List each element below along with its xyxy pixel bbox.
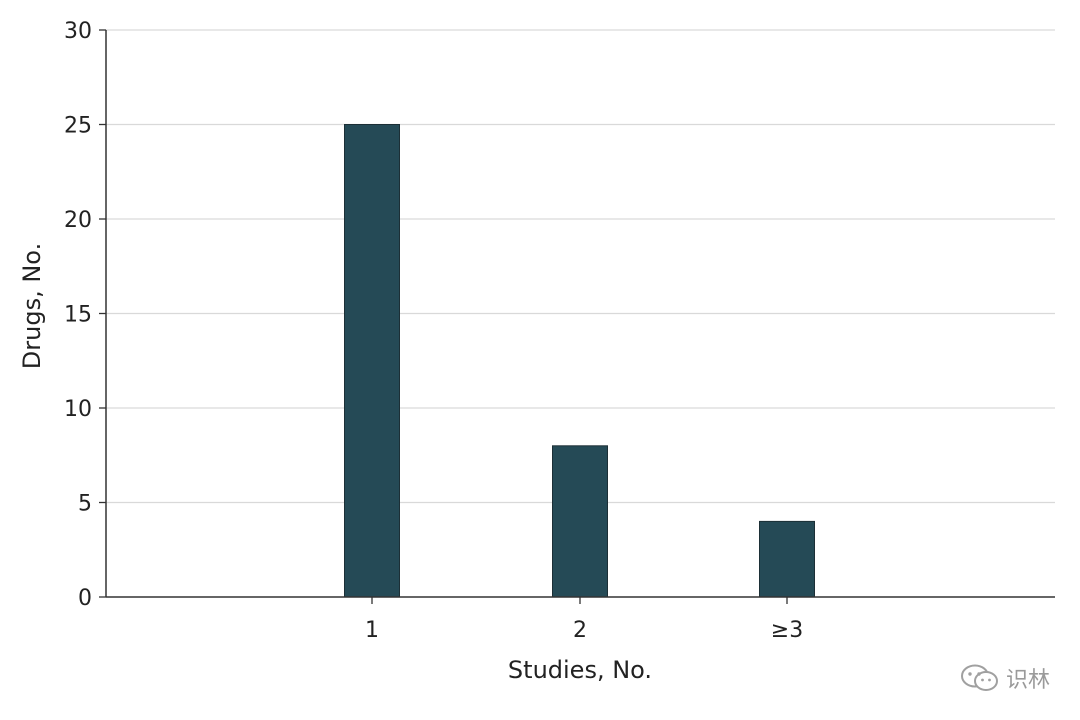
bars: [344, 124, 815, 598]
y-tick-label: 25: [64, 114, 92, 139]
x-tick-label: 1: [365, 618, 379, 643]
y-tick-labels: 0 5 10 15 20 25 30: [64, 19, 106, 611]
y-tick-label: 20: [64, 208, 92, 233]
gridlines: [106, 29, 1055, 504]
y-axis-title: Drugs, No.: [18, 243, 46, 369]
bar: [759, 520, 815, 598]
bar: [552, 445, 608, 598]
x-tick-labels: 1 2 ≥3: [365, 597, 803, 643]
y-tick-label: 5: [78, 492, 92, 517]
wechat-icon: [960, 663, 1000, 693]
bar: [344, 124, 400, 598]
x-tick-label: ≥3: [771, 618, 803, 643]
y-tick-label: 0: [78, 586, 92, 611]
watermark: 识林: [960, 662, 1050, 694]
y-tick-label: 30: [64, 19, 92, 44]
y-tick-label: 15: [64, 303, 92, 328]
y-tick-label: 10: [64, 397, 92, 422]
watermark-text: 识林: [1005, 668, 1050, 693]
x-axis-title: Studies, No.: [508, 656, 652, 684]
x-tick-label: 2: [573, 618, 587, 643]
